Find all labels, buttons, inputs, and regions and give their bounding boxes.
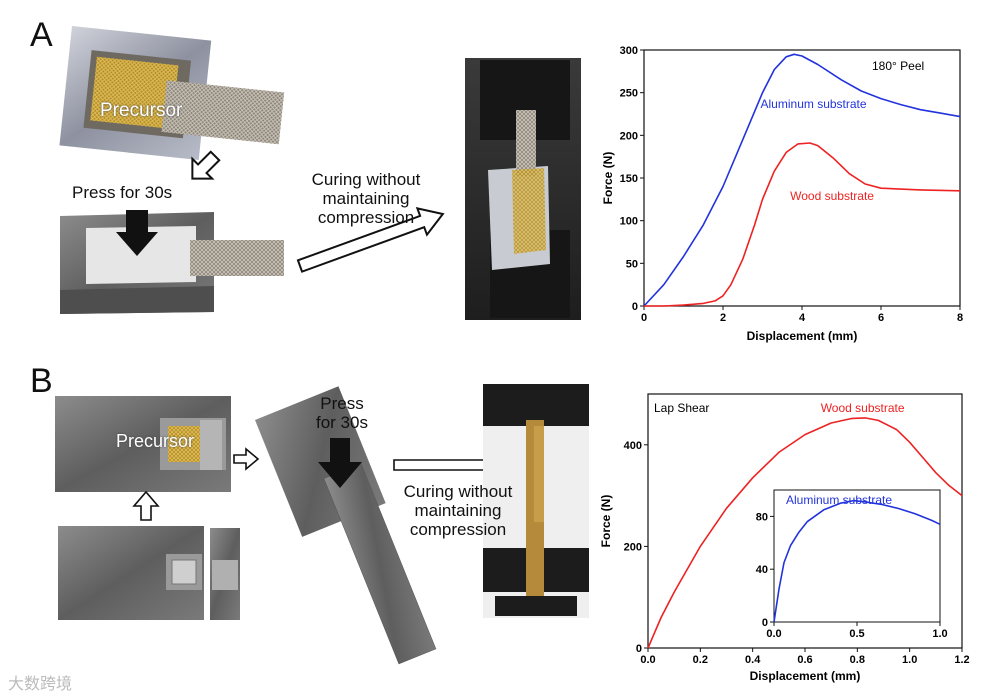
- curing-caption-b: Curing without maintaining compression: [388, 482, 528, 539]
- photo-a-mold: [60, 210, 284, 314]
- c2-xtick-label: 1.2: [954, 654, 969, 666]
- curing-caption-a-line2: maintaining: [322, 189, 410, 208]
- chart-peel-frame: [643, 49, 961, 307]
- c2-xtick-label: 0.0: [640, 654, 655, 666]
- c1-xtick-label: 8: [957, 312, 963, 324]
- photo-b-mold-bottom: [58, 526, 240, 620]
- press-arrow-b: [318, 438, 362, 488]
- press-caption-b-line1: Press: [320, 394, 364, 413]
- c2i-xtick-label: 0.5: [849, 628, 864, 640]
- photo-b-press: [255, 386, 437, 665]
- c2i-xtick-label: 0.0: [766, 628, 781, 640]
- photo-a-foil: [59, 26, 285, 160]
- chart-peel-ylabel: Force (N): [601, 152, 615, 205]
- panel-letter-a: A: [30, 16, 53, 54]
- photo-b-tester: [483, 384, 589, 618]
- c1-ytick-label: 50: [626, 258, 638, 270]
- c2i-ytick-label: 40: [756, 564, 768, 576]
- press-caption-b: Press for 30s: [306, 394, 378, 432]
- c2i-ytick-label: 0: [762, 617, 768, 629]
- c2-xtick-label: 0.2: [693, 654, 708, 666]
- chart-lap-shear-series-label-wood: Wood substrate: [821, 401, 905, 415]
- c1-ytick-label: 150: [620, 173, 638, 185]
- c2-ytick-label: 400: [624, 440, 642, 452]
- c1-ytick-label: 250: [620, 88, 638, 100]
- chart-lap-shear-annotation: Lap Shear: [654, 401, 709, 415]
- inset-series-label-aluminum: Aluminum substrate: [786, 493, 892, 507]
- c1-ytick-label: 0: [632, 301, 638, 313]
- watermark: 大数跨境: [8, 676, 73, 693]
- precursor-label-a: Precursor: [100, 100, 183, 121]
- c2-xtick-label: 0.4: [745, 654, 761, 666]
- c2-xtick-label: 0.8: [850, 654, 865, 666]
- c2-series-line-0: [647, 417, 963, 649]
- hollow-arrow-b2: [132, 490, 160, 521]
- chart-lap-shear-ylabel: Force (N): [599, 495, 613, 548]
- press-caption-b-line2: for 30s: [316, 413, 368, 432]
- chart-peel: 0 2 4 6 8 0 50 100 150 200 250 300 180° Peel Alumi…: [601, 45, 963, 343]
- panel-letter-b: B: [30, 362, 53, 400]
- hollow-arrow-a1: [191, 150, 221, 180]
- chart-peel-series-label-wood: Wood substrate: [790, 189, 874, 203]
- c1-xtick-label: 0: [641, 312, 647, 324]
- chart-lap-shear-xlabel: Displacement (mm): [750, 669, 861, 683]
- c2-xtick-label: 0.6: [797, 654, 812, 666]
- curing-caption-b-line2: maintaining: [414, 501, 502, 520]
- chart-peel-annotation: 180° Peel: [872, 59, 924, 73]
- c2-ytick-label: 200: [624, 541, 642, 553]
- c2i-xtick-label: 1.0: [932, 628, 947, 640]
- photo-a-tester: [465, 58, 581, 320]
- c2i-ytick-label: 80: [756, 511, 768, 523]
- curing-caption-b-line1: Curing without: [403, 482, 513, 501]
- c1-xtick-label: 2: [720, 312, 726, 324]
- c1-ytick-label: 100: [620, 216, 638, 228]
- hollow-arrow-b1: [233, 447, 260, 471]
- c1-ytick-label: 200: [620, 130, 638, 142]
- curing-caption-b-line3: compression: [409, 520, 507, 539]
- c1-ytick-label: 300: [620, 45, 638, 57]
- c1-xtick-label: 6: [878, 312, 884, 324]
- c1-series-line-1: [644, 142, 961, 307]
- photo-b-mold-top: [55, 396, 231, 492]
- c2-xtick-label: 1.0: [902, 654, 917, 666]
- c1-series-line-0: [643, 53, 961, 307]
- curing-caption-a-line1: Curing without: [311, 170, 421, 189]
- precursor-label-b: Precursor: [116, 431, 195, 451]
- inset-frame: [773, 489, 941, 623]
- chart-peel-series-label-aluminum: Aluminum substrate: [761, 97, 867, 111]
- press-label-a: Press for 30s: [72, 183, 173, 202]
- curing-caption-a-line3: compression: [317, 208, 415, 227]
- c1-xtick-label: 4: [799, 312, 806, 324]
- c2-ytick-label: 0: [636, 643, 642, 655]
- c2i-series-line-0: [773, 499, 941, 623]
- curing-caption-a: Curing without maintaining compression: [286, 170, 446, 227]
- hollow-arrow-a2: [296, 207, 445, 273]
- chart-peel-xlabel: Displacement (mm): [747, 329, 858, 343]
